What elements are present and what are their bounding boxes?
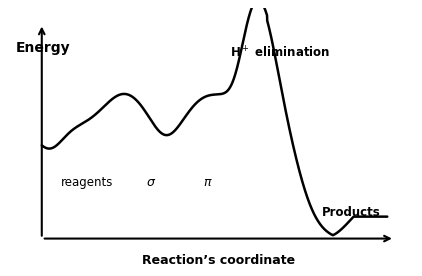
Text: σ: σ bbox=[147, 176, 154, 189]
Text: Products: Products bbox=[322, 206, 380, 219]
Text: π: π bbox=[203, 176, 211, 189]
Text: reagents: reagents bbox=[60, 176, 113, 189]
Text: H$^+$ elimination: H$^+$ elimination bbox=[230, 46, 330, 61]
Text: Energy: Energy bbox=[16, 41, 70, 55]
Text: Reaction’s coordinate: Reaction’s coordinate bbox=[142, 254, 295, 267]
